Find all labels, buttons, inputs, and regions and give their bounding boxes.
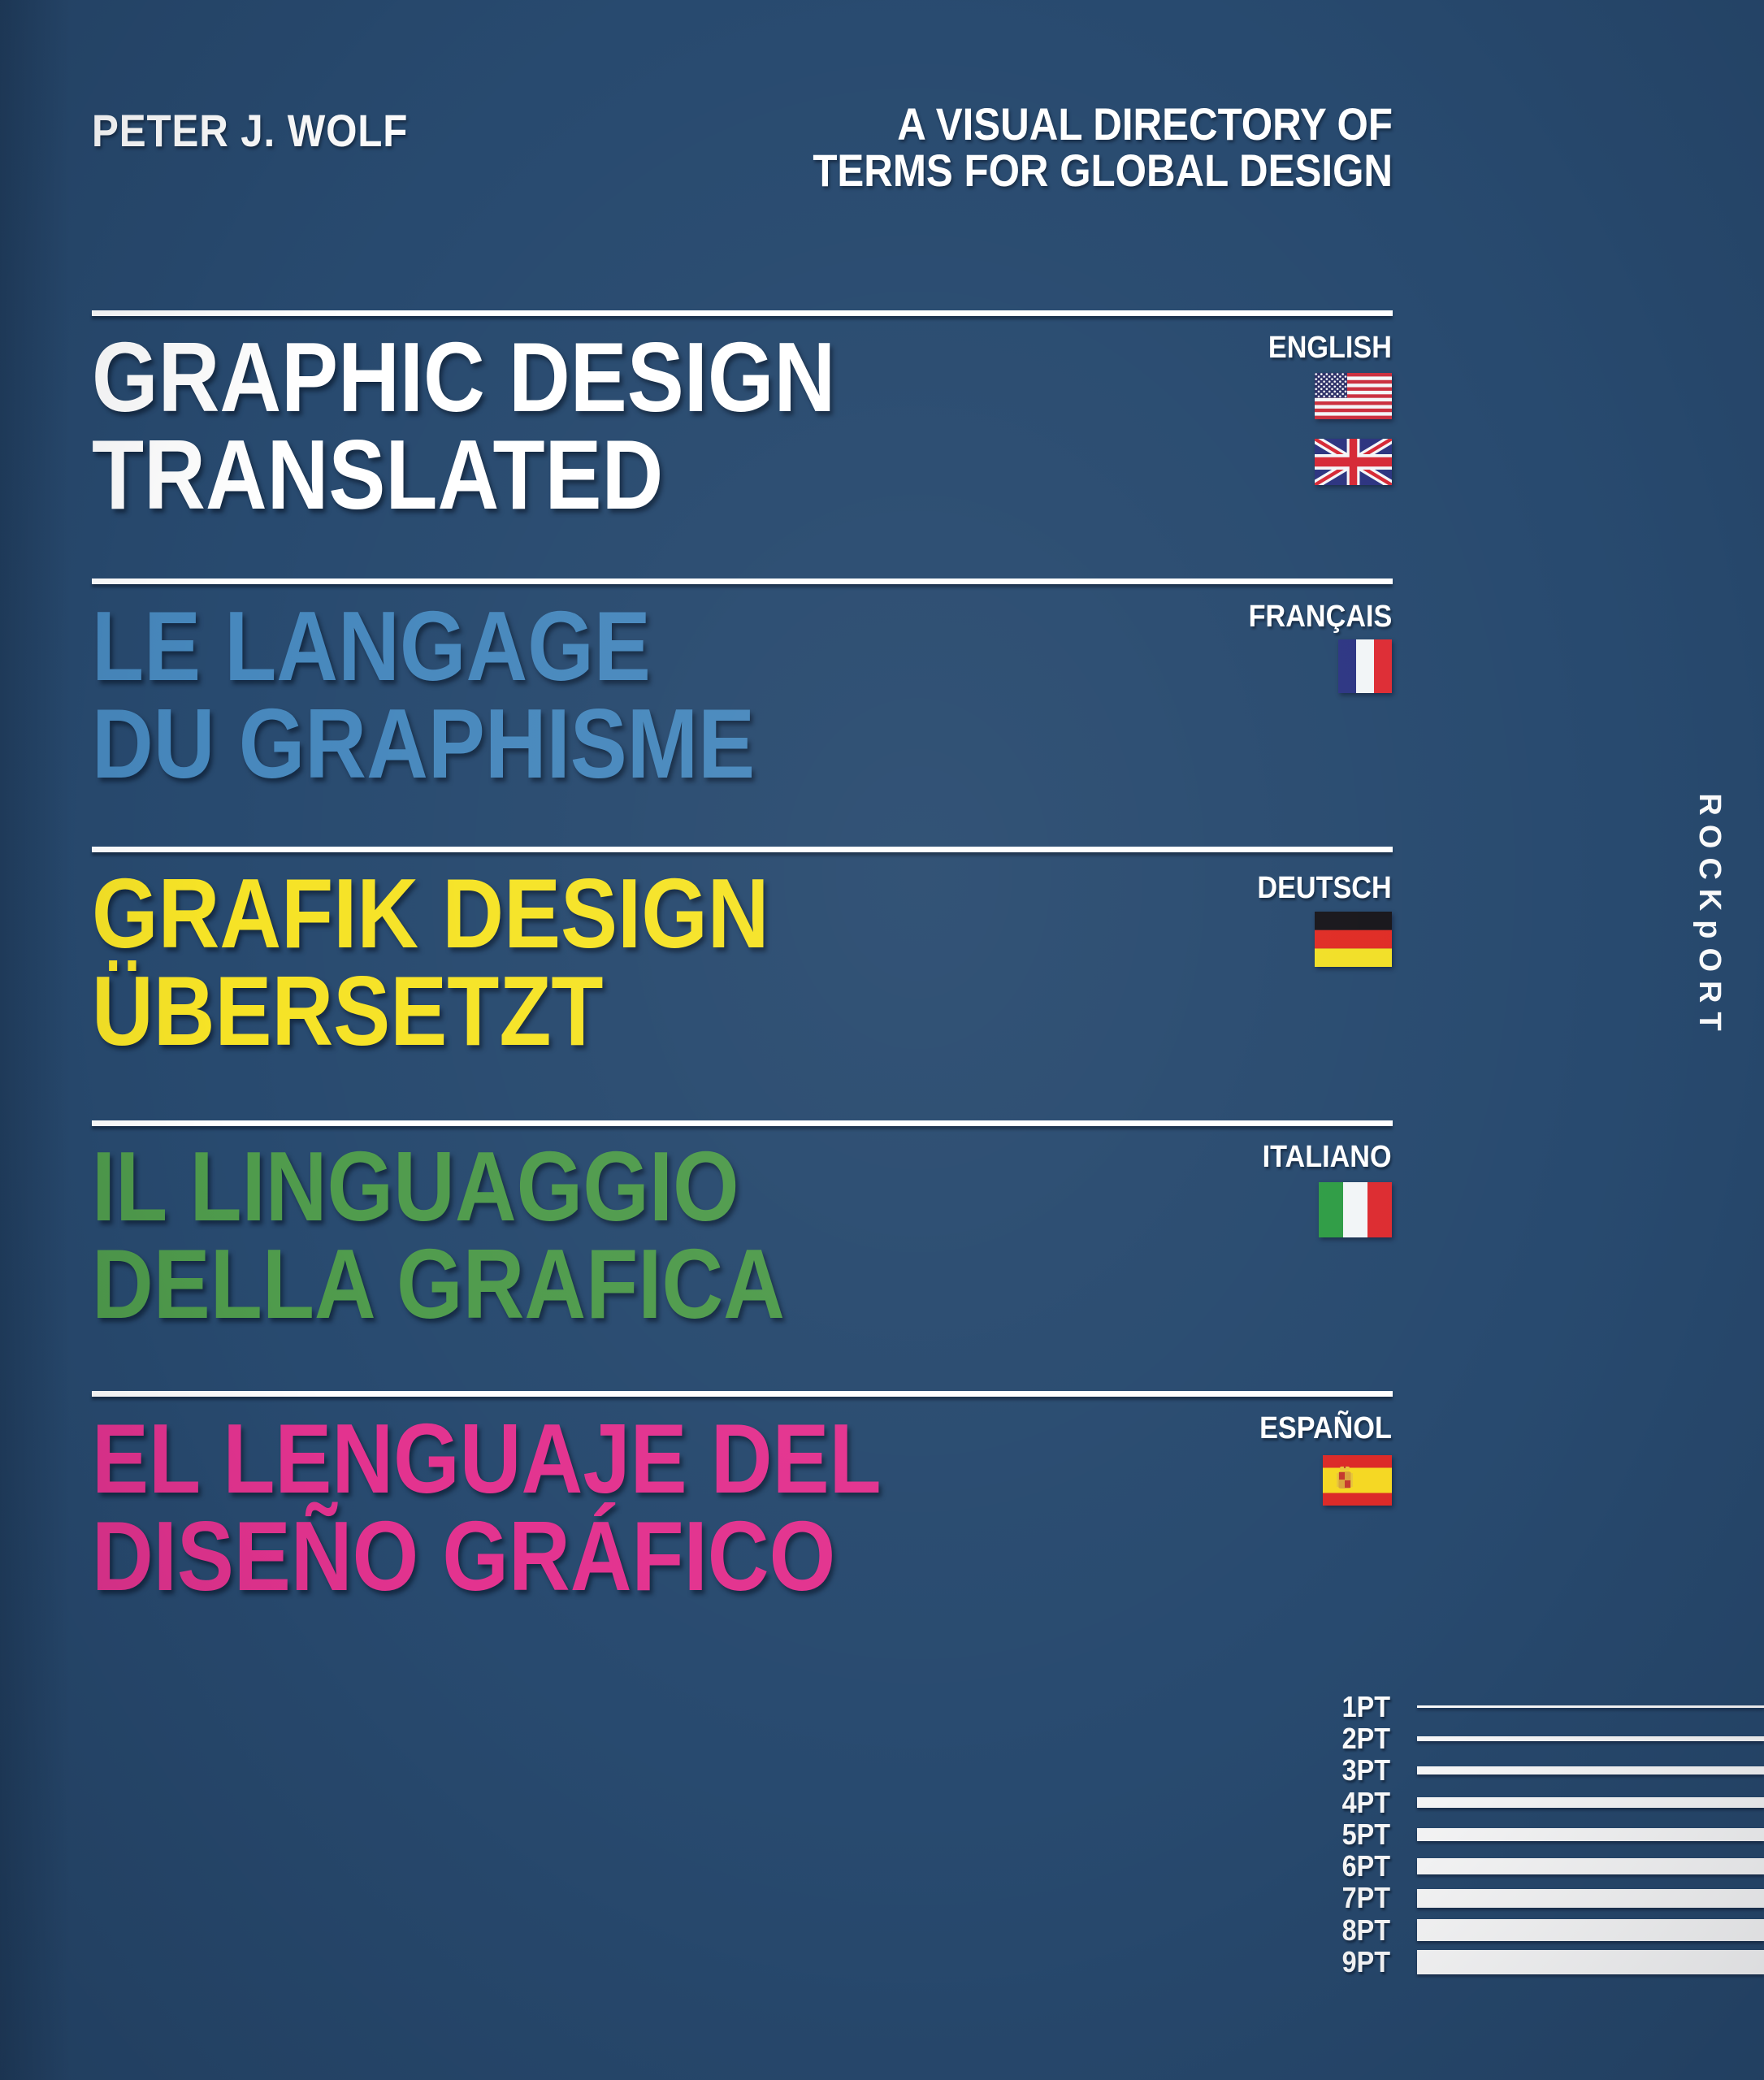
pt-size-label: 7PT <box>1341 1881 1390 1915</box>
pt-size-label: 3PT <box>1341 1753 1390 1788</box>
pt-row: 8PT <box>1276 1913 1764 1947</box>
title-french-line-1: LE LANGAGE <box>92 591 651 701</box>
pt-size-bar <box>1417 1736 1764 1742</box>
publisher-logo: ROCKpORT <box>1692 793 1727 1040</box>
title-english-line-1: GRAPHIC DESIGN <box>92 322 836 432</box>
language-label-german: DEUTSCH <box>1257 871 1392 905</box>
divider-rule <box>92 847 1393 852</box>
pt-size-label: 4PT <box>1341 1785 1390 1819</box>
pt-row: 6PT <box>1276 1849 1764 1883</box>
pt-size-label: 2PT <box>1341 1721 1390 1755</box>
pt-size-label: 5PT <box>1341 1817 1390 1851</box>
tagline: A VISUAL DIRECTORY OF TERMS FOR GLOBAL D… <box>813 101 1393 193</box>
language-label-english: ENGLISH <box>1268 331 1392 365</box>
it-flag-icon <box>1319 1182 1392 1237</box>
pt-size-bar <box>1417 1888 1764 1909</box>
title-french: LE LANGAGE DU GRAPHISME <box>92 591 756 799</box>
pt-size-bar <box>1417 1766 1764 1775</box>
author-name: PETER J. WOLF <box>92 105 409 156</box>
title-german-line-1: GRAFIK DESIGN <box>92 858 769 968</box>
title-spanish-line-2: DISEÑO GRÁFICO <box>92 1501 836 1611</box>
divider-rule <box>92 578 1393 584</box>
language-label-french: FRANÇAIS <box>1248 600 1392 634</box>
title-italian: IL LINGUAGGIO DELLA GRAFICA <box>92 1131 785 1339</box>
divider-rule <box>92 1391 1393 1397</box>
pt-row: 2PT <box>1276 1721 1764 1755</box>
divider-rule <box>92 310 1393 316</box>
title-italian-line-1: IL LINGUAGGIO <box>92 1131 739 1242</box>
language-label-spanish: ESPAÑOL <box>1259 1411 1392 1445</box>
pt-size-bar <box>1417 1796 1764 1809</box>
pt-row: 5PT <box>1276 1817 1764 1851</box>
es-flag-icon <box>1323 1455 1392 1506</box>
tagline-line-1: A VISUAL DIRECTORY OF <box>897 98 1393 150</box>
pt-size-bar <box>1417 1950 1764 1974</box>
title-french-line-2: DU GRAPHISME <box>92 688 756 799</box>
pt-row: 7PT <box>1276 1881 1764 1915</box>
pt-size-bar <box>1417 1919 1764 1942</box>
pt-size-label: 8PT <box>1341 1913 1390 1947</box>
title-german: GRAFIK DESIGN ÜBERSETZT <box>92 864 769 1060</box>
title-german-line-2: ÜBERSETZT <box>92 956 604 1066</box>
us-flag-icon <box>1315 373 1392 419</box>
title-italian-line-2: DELLA GRAFICA <box>92 1228 785 1339</box>
title-spanish-line-1: EL LENGUAJE DEL <box>92 1403 882 1514</box>
point-size-scale: 1PT 2PT 3PT 4PT 5PT 6PT 7PT 8PT 9PT <box>1276 1689 1764 1979</box>
pt-size-label: 6PT <box>1341 1849 1390 1883</box>
tagline-line-2: TERMS FOR GLOBAL DESIGN <box>813 145 1393 196</box>
pt-size-label: 9PT <box>1341 1945 1390 1979</box>
fr-flag-icon <box>1338 639 1392 693</box>
uk-flag-icon <box>1315 439 1392 485</box>
pt-size-bar <box>1417 1858 1764 1875</box>
pt-size-bar <box>1417 1705 1764 1709</box>
divider-rule <box>92 1120 1393 1126</box>
title-english-line-2: TRANSLATED <box>92 419 664 530</box>
pt-row: 3PT <box>1276 1753 1764 1788</box>
pt-row: 1PT <box>1276 1689 1764 1723</box>
title-english: GRAPHIC DESIGN TRANSLATED <box>92 322 836 530</box>
pt-row: 4PT <box>1276 1785 1764 1819</box>
de-flag-icon <box>1315 912 1392 967</box>
pt-size-label: 1PT <box>1341 1689 1390 1723</box>
language-label-italian: ITALIANO <box>1263 1140 1392 1174</box>
title-spanish: EL LENGUAJE DEL DISEÑO GRÁFICO <box>92 1403 882 1611</box>
pt-size-bar <box>1417 1827 1764 1842</box>
pt-row: 9PT <box>1276 1945 1764 1979</box>
